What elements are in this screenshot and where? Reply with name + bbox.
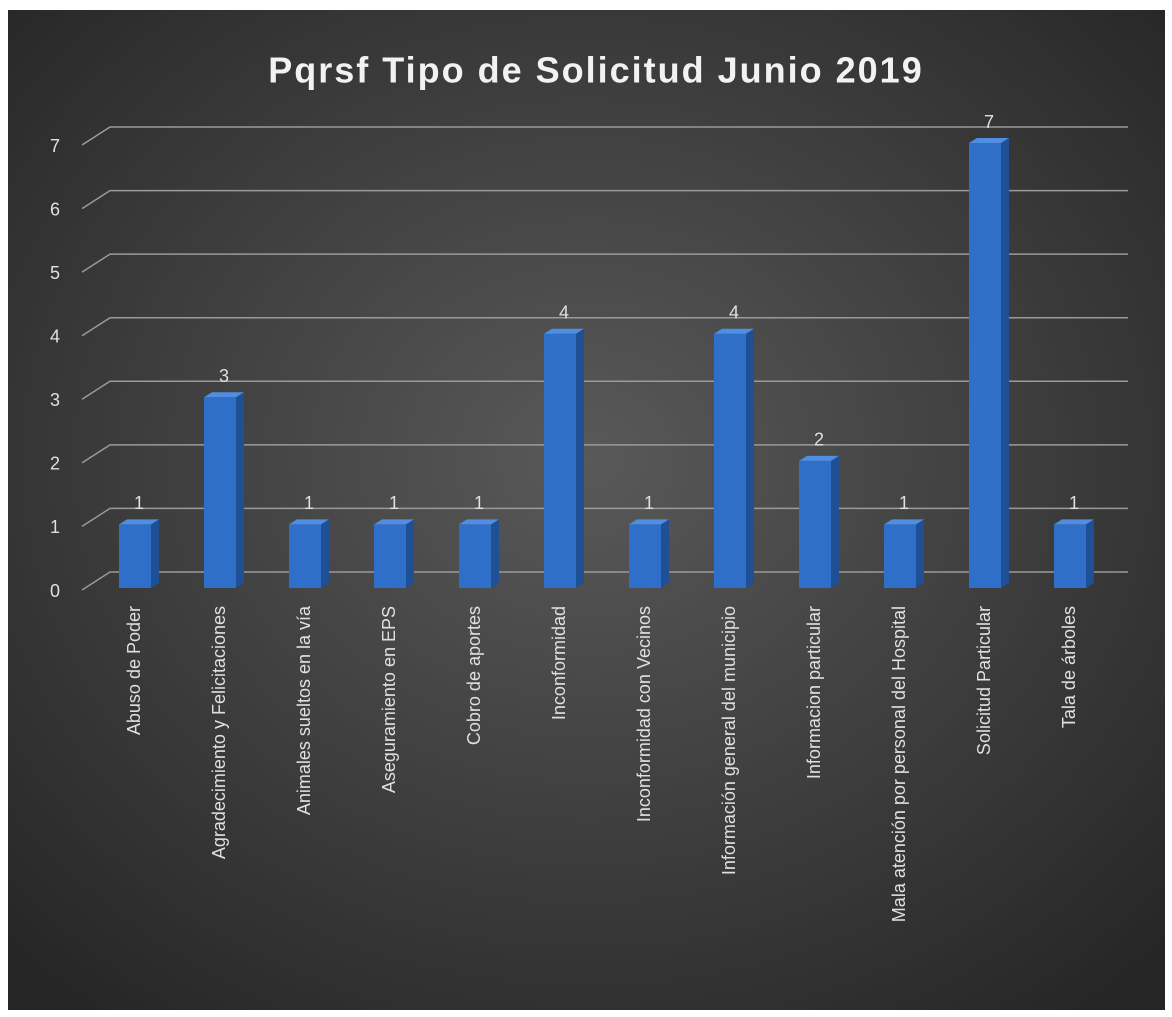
bar xyxy=(629,519,669,588)
x-tick-label: Mala atención por personal del Hospital xyxy=(889,606,909,922)
grid-line xyxy=(81,380,1128,400)
value-label: 1 xyxy=(474,493,484,513)
bar-side xyxy=(491,519,499,588)
bar-top xyxy=(204,392,244,398)
grid-line xyxy=(81,571,1128,591)
chart-title: Pqrsf Tipo de Solicitud Junio 2019 xyxy=(268,50,923,91)
bar-front xyxy=(374,524,406,588)
bar xyxy=(459,519,499,588)
bar-front xyxy=(884,524,916,588)
bar-top xyxy=(884,519,924,525)
x-tick-label: Agradecimiento y Felicitaciones xyxy=(209,606,229,859)
value-label: 4 xyxy=(729,302,739,322)
bar-front xyxy=(969,143,1001,588)
y-tick-label: 1 xyxy=(50,517,60,537)
x-tick-label: Cobro de aportes xyxy=(464,606,484,745)
bar xyxy=(544,328,584,588)
bar-side xyxy=(236,392,244,588)
grid-line xyxy=(81,507,1128,528)
bar-side xyxy=(1001,138,1009,588)
y-tick-label: 3 xyxy=(50,390,60,410)
bar-front xyxy=(714,333,746,588)
grid-line xyxy=(81,126,1128,146)
bar-top xyxy=(799,455,839,461)
grid-line xyxy=(81,444,1128,464)
bar-side xyxy=(661,519,669,588)
x-tick-label: Abuso de Poder xyxy=(124,606,144,735)
bar xyxy=(799,455,839,588)
bar xyxy=(1054,519,1094,588)
bar xyxy=(714,328,754,588)
bar-side xyxy=(916,519,924,588)
y-tick-label: 6 xyxy=(50,199,60,219)
bar-front xyxy=(544,333,576,588)
bar xyxy=(969,138,1009,588)
grid-line xyxy=(81,253,1128,273)
bar-top xyxy=(629,519,669,525)
y-tick-label: 4 xyxy=(50,326,60,346)
x-tick-label: Información general del municipio xyxy=(719,606,739,875)
value-label: 3 xyxy=(219,366,229,386)
bar-front xyxy=(799,460,831,588)
grid-line xyxy=(81,189,1128,210)
y-tick-label: 2 xyxy=(50,454,60,474)
x-tick-label: Inconformidad xyxy=(549,606,569,720)
bar xyxy=(884,519,924,588)
bar xyxy=(119,519,159,588)
bar-side xyxy=(576,328,584,588)
grid-line xyxy=(81,316,1128,337)
value-label: 1 xyxy=(389,493,399,513)
bar-side xyxy=(321,519,329,588)
bar xyxy=(204,392,244,588)
bar-top xyxy=(374,519,414,525)
y-tick-label: 7 xyxy=(50,136,60,156)
bar-top xyxy=(119,519,159,525)
bar-top xyxy=(1054,519,1094,525)
value-label: 2 xyxy=(814,430,824,450)
y-tick-label: 0 xyxy=(50,581,60,601)
x-tick-label: Animales sueltos en la vía xyxy=(294,605,314,815)
bar-front xyxy=(204,397,236,588)
value-label: 1 xyxy=(1069,493,1079,513)
bar-top xyxy=(289,519,329,525)
value-label: 1 xyxy=(134,493,144,513)
value-label: 1 xyxy=(304,493,314,513)
x-tick-label: Aseguramiento en EPS xyxy=(379,606,399,793)
bar-side xyxy=(746,328,754,588)
bar-front xyxy=(119,524,151,588)
value-label: 4 xyxy=(559,302,569,322)
value-label: 1 xyxy=(644,493,654,513)
x-tick-label: Inconformidad con Vecinos xyxy=(634,606,654,822)
bar-side xyxy=(151,519,159,588)
y-tick-label: 5 xyxy=(50,263,60,283)
x-tick-label: Tala de árboles xyxy=(1059,606,1079,728)
x-tick-label: Solicitud Particular xyxy=(974,606,994,755)
bar xyxy=(289,519,329,588)
bar-front xyxy=(629,524,661,588)
bar-side xyxy=(406,519,414,588)
bar-front xyxy=(1054,524,1086,588)
bar-top xyxy=(544,328,584,334)
bar-top xyxy=(459,519,499,525)
bar xyxy=(374,519,414,588)
bar-top xyxy=(714,328,754,334)
bar-side xyxy=(831,455,839,588)
bar-side xyxy=(1086,519,1094,588)
value-label: 7 xyxy=(984,112,994,132)
bar-front xyxy=(289,524,321,588)
bar-front xyxy=(459,524,491,588)
x-tick-label: Informacion particular xyxy=(804,606,824,779)
bar-top xyxy=(969,138,1009,143)
value-label: 1 xyxy=(899,493,909,513)
